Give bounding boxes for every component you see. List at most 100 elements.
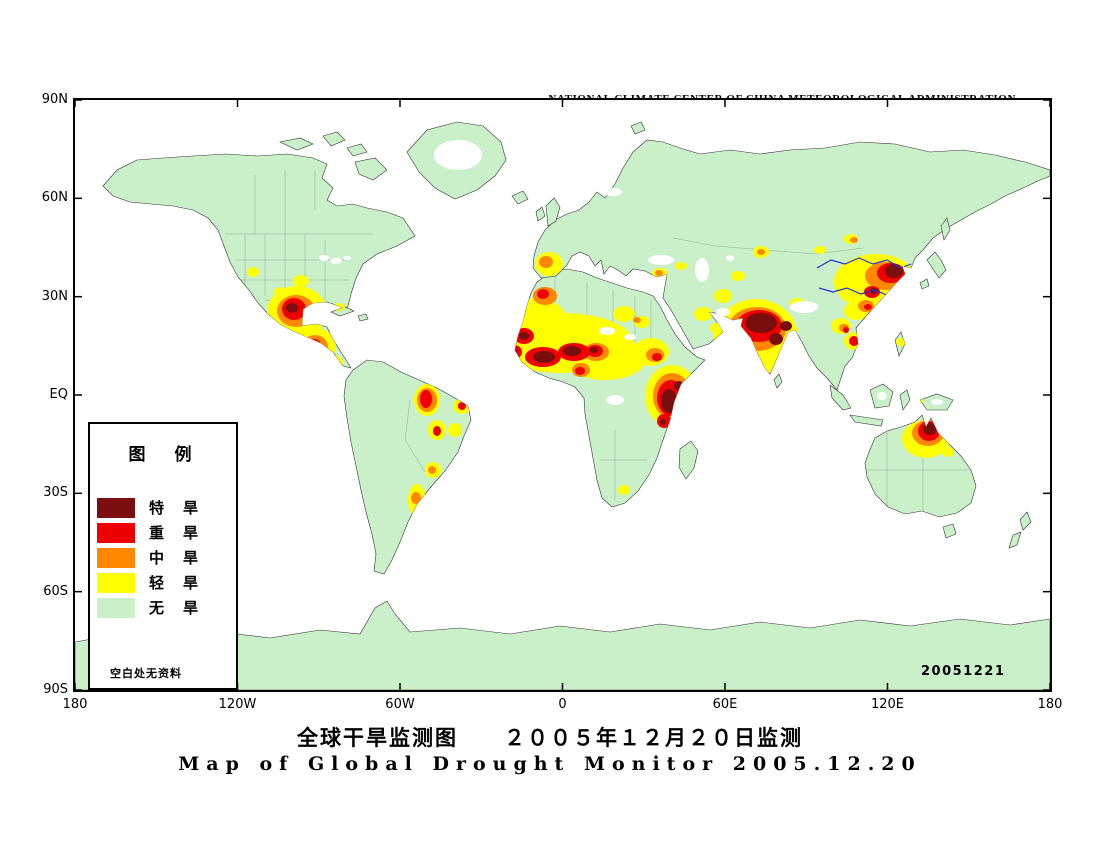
drought-blob-S [420,390,432,408]
lake [330,258,342,264]
legend-swatch [97,547,135,568]
drought-blob-E [590,347,598,353]
title-english: Map of Global Drought Monitor 2005.12.20 [178,753,922,775]
drought-blob-M [860,346,872,356]
lat-axis-label: 30S [43,485,68,501]
drought-blob-S [849,336,859,346]
drought-blob-L [814,246,826,254]
persian-gulf [716,308,730,316]
drought-blob-S [652,353,662,361]
drought-blob-S [864,349,870,355]
drought-blob-E [780,321,792,331]
drought-blob-E [769,333,783,345]
drought-blob-M [302,335,328,359]
legend-item-label: 轻 旱 [149,574,201,592]
drought-blob-S [864,304,872,310]
drought-blob-M [655,270,663,276]
no-data-patch [877,392,887,400]
drought-blob-L [675,262,687,270]
drought-blob-S [433,426,441,436]
drought-blob-M [415,520,423,528]
legend-swatch [97,572,135,593]
drought-blob-S [506,345,522,359]
legend-item-label: 重 旱 [149,524,201,542]
drought-blob-L [293,275,309,287]
river-line [816,257,912,269]
drought-blob-M [850,237,858,243]
drought-blob-E [660,419,666,425]
drought-blob-L [714,289,732,303]
legend-item-label: 无 旱 [149,599,201,617]
drought-blob-L [333,303,345,311]
drought-blob-S [306,339,322,355]
drought-blob-S [905,281,917,291]
drought-blob-M [411,492,421,504]
drought-blob-E [563,346,581,356]
no-data-and-lakes-layer [319,140,943,405]
no-data-patch [606,395,624,405]
drought-blob-M [633,317,641,323]
drought-blob-E [509,349,517,355]
drought-blob-L [618,485,630,495]
caspian-sea [695,258,709,282]
drought-blob-L [694,307,712,321]
drought-blob-M [330,359,338,367]
lon-axis-label: 180 [62,697,88,712]
drought-blob-E [923,423,937,435]
legend-item: 轻 旱 [97,570,236,595]
drought-blob-L [247,267,259,277]
lon-axis-label: 120W [218,697,257,712]
legend-item: 重 旱 [97,520,236,545]
drought-blob-L [910,309,918,315]
lat-axis-label: 30N [41,288,68,304]
date-stamp: 20051221 [921,664,1006,679]
lake [319,255,329,261]
map-frame: 图 例 特 旱重 旱中 旱轻 旱无 旱 空白处无资料 20051221 [73,98,1052,692]
lat-axis-label: 90N [41,92,68,107]
legend-swatch [97,497,135,518]
drought-blob-L [274,287,286,297]
drought-blob-L [942,447,954,457]
no-data-patch [624,334,636,340]
lat-axis-label: EQ [49,387,68,402]
drought-blob-E [286,303,298,313]
drought-blob-L [731,271,745,281]
drought-blob-S [458,402,466,410]
legend-footnote: 空白处无资料 [110,667,182,680]
drought-blob-S [537,289,549,299]
drought-blob-E [533,351,555,363]
drought-blob-E [745,313,777,333]
no-data-patch [599,327,615,335]
drought-blob-L [1019,537,1027,543]
drought-blob-L [448,423,462,437]
map-legend: 图 例 特 旱重 旱中 旱轻 旱无 旱 空白处无资料 [88,422,238,690]
lat-axis-label: 60S [43,583,68,599]
legend-items: 特 旱重 旱中 旱轻 旱无 旱 [97,495,236,620]
baltic-sea [604,188,622,196]
no-data-patch [434,140,482,170]
drought-blob-E [909,282,915,288]
lon-axis-label: 0 [558,697,567,712]
drought-blob-M [428,466,436,474]
no-data-patch [931,399,943,405]
lon-axis-label: 180 [1037,697,1063,712]
drought-blob-E [870,288,878,294]
drought-blob-E [519,332,529,340]
drought-blob-E [885,264,903,278]
legend-swatch [97,522,135,543]
title-chinese: 全球干旱监测图 ２００５年１２月２０日监测 [297,726,803,750]
legend-item: 无 旱 [97,595,236,620]
no-data-patch [790,301,818,313]
drought-blob-L [413,515,427,535]
black-sea [648,255,674,265]
legend-item-label: 中 旱 [149,549,201,567]
legend-item: 中 旱 [97,545,236,570]
legend-swatch [97,597,135,618]
legend-item: 特 旱 [97,495,236,520]
lat-axis-label: 90S [43,682,68,697]
drought-blob-L [507,298,567,346]
drought-blob-M [757,249,765,255]
drought-blob-S [575,367,585,375]
lake [343,256,351,260]
